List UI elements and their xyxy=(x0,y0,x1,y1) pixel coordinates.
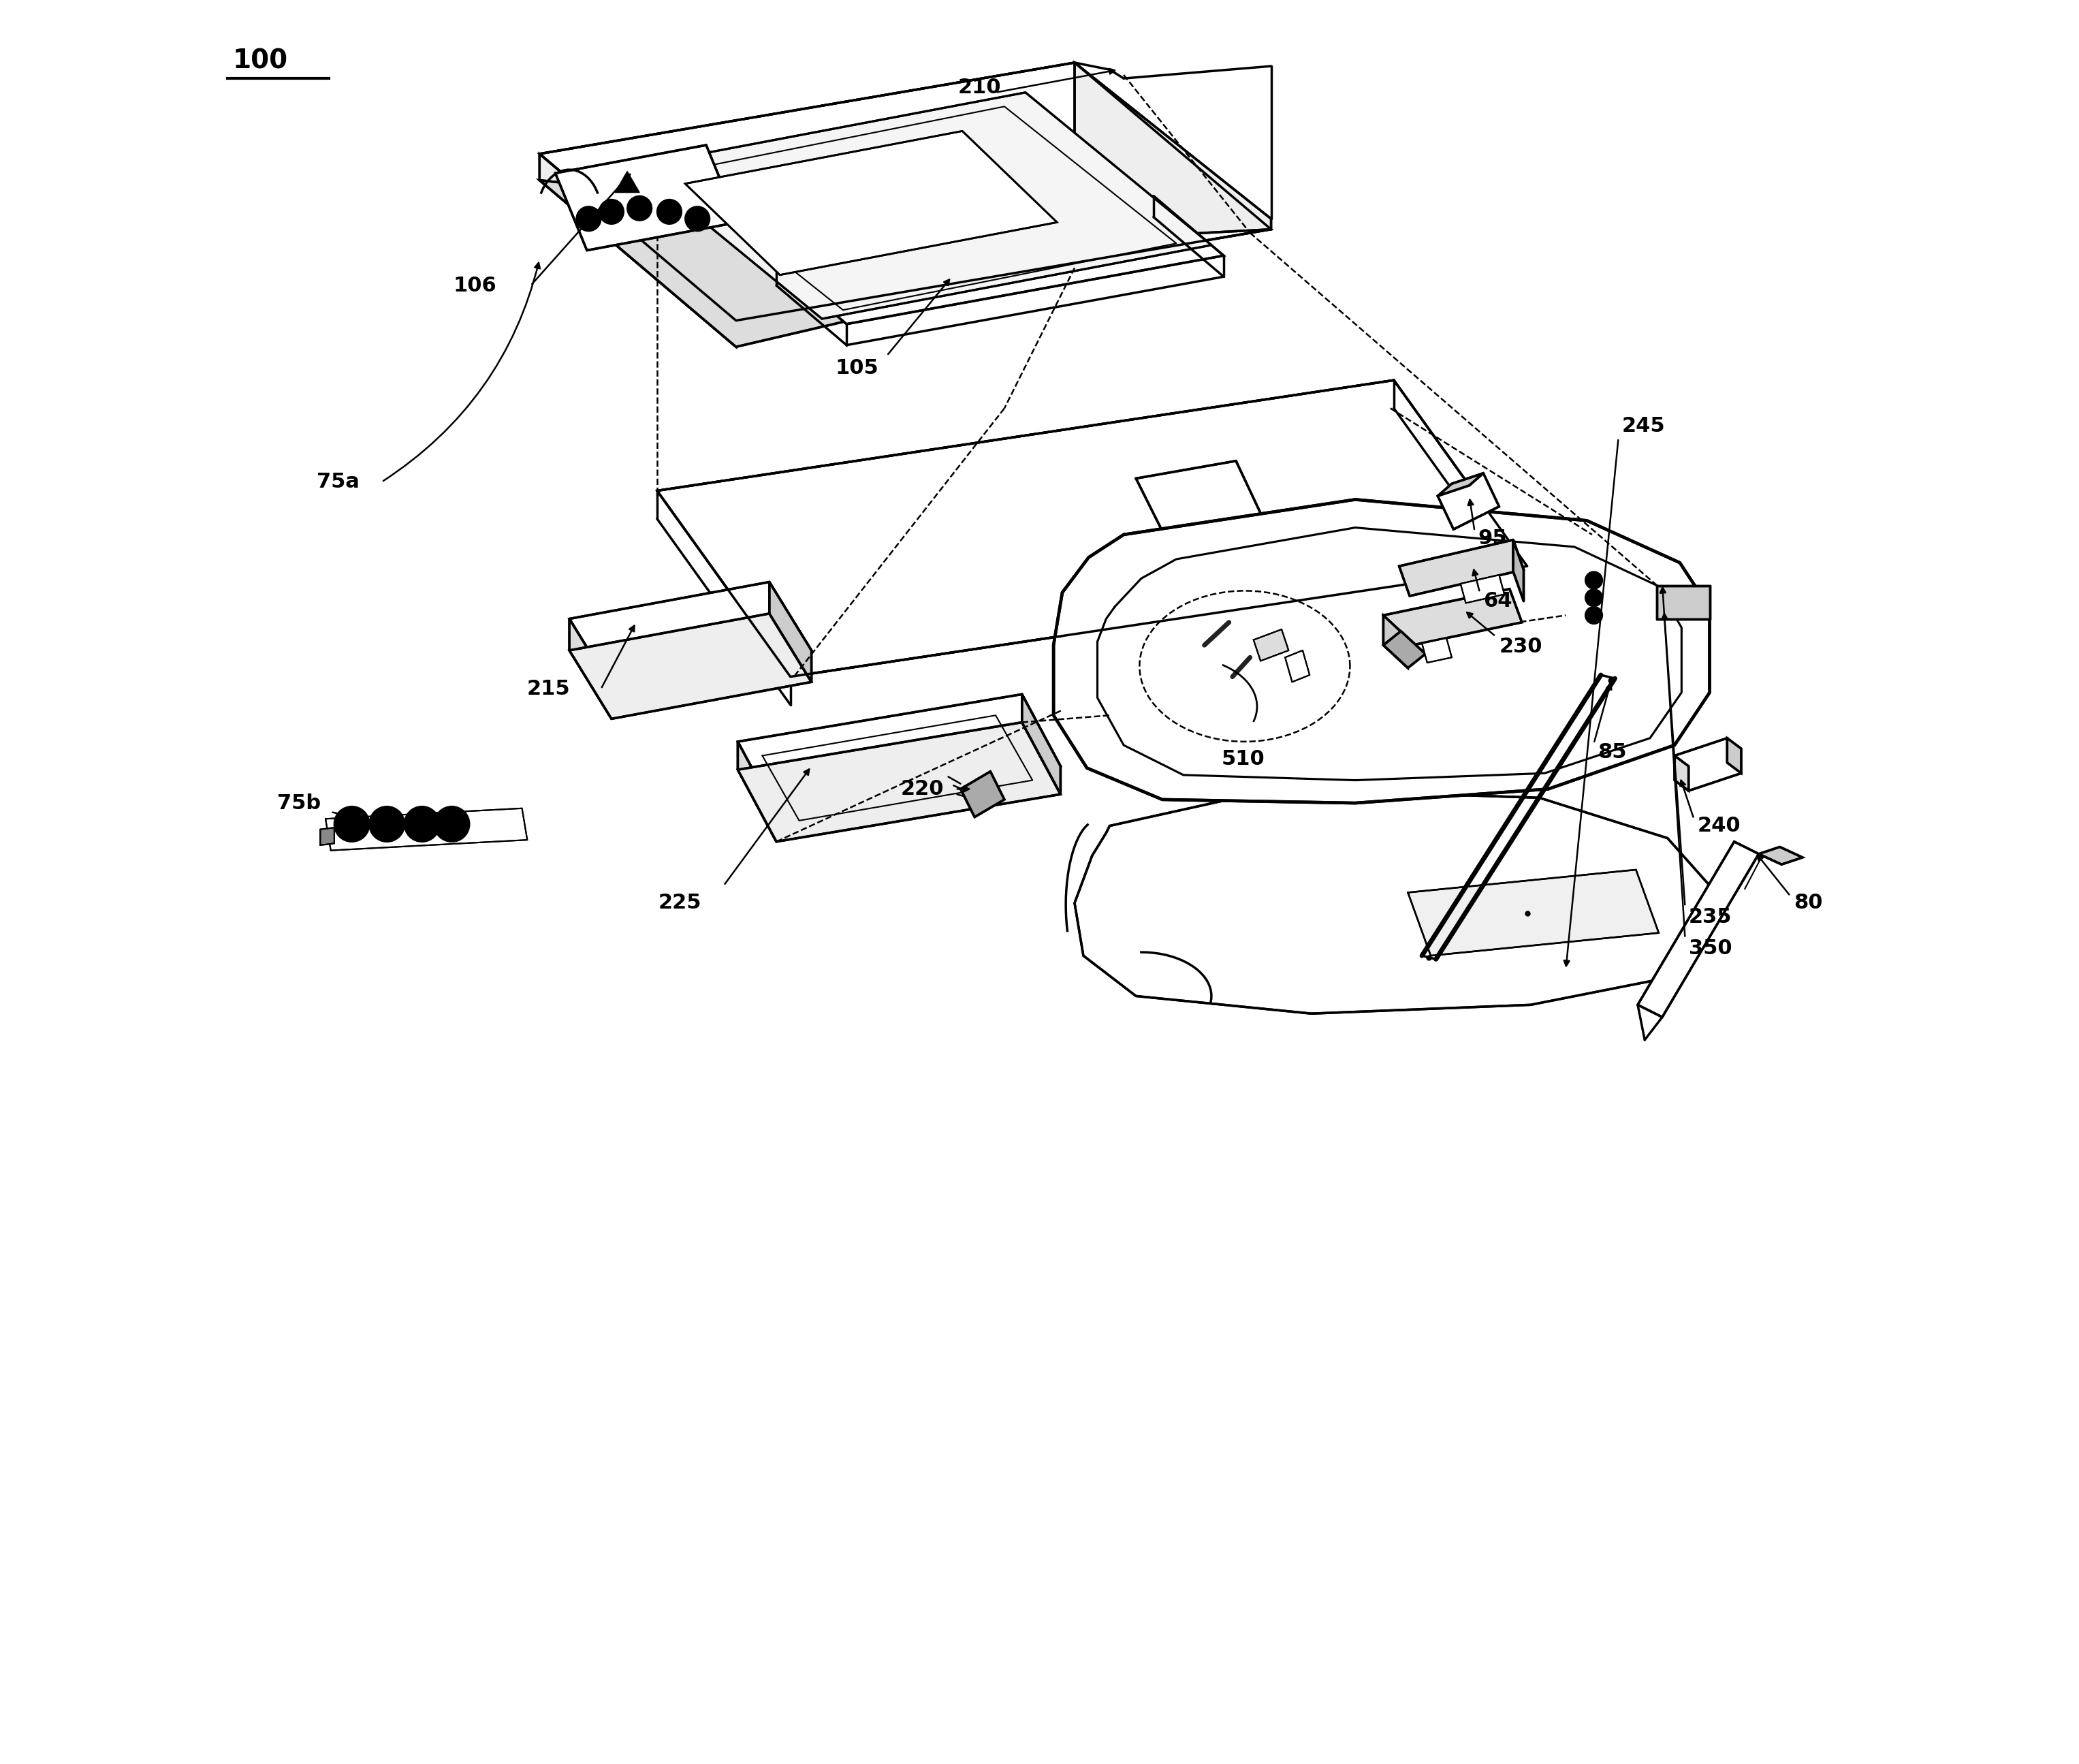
Text: 225: 225 xyxy=(659,893,701,914)
Polygon shape xyxy=(1383,632,1426,669)
Circle shape xyxy=(1584,572,1603,589)
Polygon shape xyxy=(775,196,1225,325)
Polygon shape xyxy=(1728,737,1742,773)
Text: 106: 106 xyxy=(453,275,497,295)
Circle shape xyxy=(628,196,653,220)
Polygon shape xyxy=(1657,586,1709,619)
Polygon shape xyxy=(555,145,738,250)
Text: 210: 210 xyxy=(958,78,1002,97)
Circle shape xyxy=(657,199,682,224)
Circle shape xyxy=(1584,607,1603,624)
Polygon shape xyxy=(541,180,1075,348)
Text: 80: 80 xyxy=(1794,893,1823,914)
Polygon shape xyxy=(541,153,736,348)
Text: 230: 230 xyxy=(1499,637,1543,656)
Polygon shape xyxy=(738,741,775,841)
Polygon shape xyxy=(326,808,528,850)
Polygon shape xyxy=(1674,737,1742,790)
Polygon shape xyxy=(960,771,1004,817)
Circle shape xyxy=(1584,589,1603,607)
Polygon shape xyxy=(1422,639,1451,663)
Polygon shape xyxy=(1383,589,1522,649)
Polygon shape xyxy=(1075,789,1709,1014)
Text: 245: 245 xyxy=(1622,416,1665,436)
Polygon shape xyxy=(1023,695,1060,794)
Polygon shape xyxy=(1439,473,1482,496)
Polygon shape xyxy=(1383,616,1407,669)
Text: 240: 240 xyxy=(1696,817,1740,836)
Text: 64: 64 xyxy=(1482,591,1511,610)
Polygon shape xyxy=(570,619,611,718)
Polygon shape xyxy=(570,582,811,688)
Polygon shape xyxy=(738,695,1060,813)
Polygon shape xyxy=(1054,499,1709,803)
Polygon shape xyxy=(615,171,640,192)
Polygon shape xyxy=(541,64,1270,321)
Text: 105: 105 xyxy=(836,358,879,377)
Polygon shape xyxy=(1462,575,1505,603)
Polygon shape xyxy=(1399,540,1524,596)
Text: 85: 85 xyxy=(1597,743,1626,762)
Polygon shape xyxy=(1514,540,1524,602)
Polygon shape xyxy=(1759,847,1802,864)
Circle shape xyxy=(372,810,393,831)
Circle shape xyxy=(335,806,370,841)
Circle shape xyxy=(576,206,601,231)
Text: 100: 100 xyxy=(233,48,287,74)
Text: 220: 220 xyxy=(900,780,944,799)
Polygon shape xyxy=(769,582,811,683)
Circle shape xyxy=(439,810,459,831)
Polygon shape xyxy=(657,381,1528,677)
Text: 75a: 75a xyxy=(316,473,360,492)
Text: 510: 510 xyxy=(1220,750,1264,769)
Circle shape xyxy=(407,810,428,831)
Polygon shape xyxy=(1638,841,1759,1018)
Polygon shape xyxy=(1439,473,1499,529)
Circle shape xyxy=(435,806,470,841)
Circle shape xyxy=(599,199,624,224)
Polygon shape xyxy=(1075,64,1270,240)
Polygon shape xyxy=(320,827,335,845)
Polygon shape xyxy=(636,92,1212,319)
Polygon shape xyxy=(1407,870,1659,956)
Text: 235: 235 xyxy=(1688,907,1732,926)
Circle shape xyxy=(337,810,360,831)
Text: 75b: 75b xyxy=(277,794,320,813)
Circle shape xyxy=(405,806,439,841)
Polygon shape xyxy=(570,614,811,718)
Polygon shape xyxy=(1674,755,1688,790)
Polygon shape xyxy=(686,131,1056,275)
Polygon shape xyxy=(1254,630,1289,662)
Circle shape xyxy=(686,206,709,231)
Text: 350: 350 xyxy=(1688,938,1732,958)
Polygon shape xyxy=(1135,460,1264,538)
Circle shape xyxy=(370,806,405,841)
Text: 95: 95 xyxy=(1478,527,1507,549)
Text: 215: 215 xyxy=(526,679,570,699)
Polygon shape xyxy=(738,721,1060,841)
Polygon shape xyxy=(1285,651,1310,683)
